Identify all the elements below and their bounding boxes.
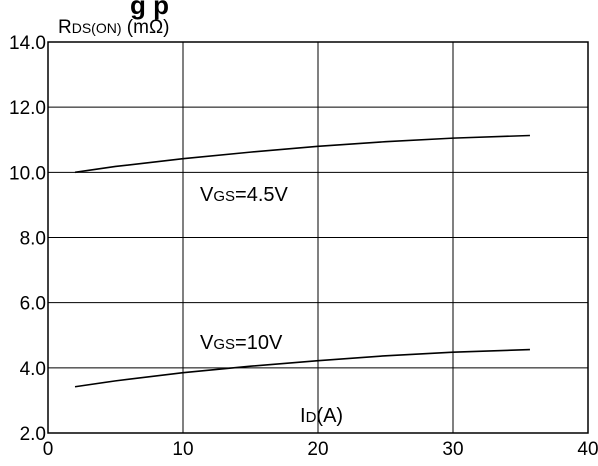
series-line-4-5v	[74, 134, 530, 174]
x-tick-labels: 0 10 20 30 40	[43, 439, 598, 460]
y-tick-label: 4.0	[20, 359, 46, 380]
series-line-10v	[74, 348, 530, 388]
grid	[48, 42, 588, 433]
x-axis-label: ID(A)	[300, 405, 343, 427]
plot-border	[47, 41, 589, 434]
x-tick-label: 40	[577, 439, 598, 460]
x-tick-label: 10	[172, 439, 193, 460]
y-tick-label: 14.0	[9, 33, 46, 54]
series-label-10v: VGS=10V	[200, 332, 283, 354]
y-axis-label-main: R	[58, 17, 72, 38]
y-axis-label-unit: (mΩ)	[122, 17, 170, 38]
y-tick-label: 8.0	[20, 229, 46, 250]
series-label-4-5v: VGS=4.5V	[200, 184, 289, 206]
y-tick-labels: 2.0 4.0 6.0 8.0 10.0 12.0 14.0	[9, 33, 46, 445]
y-tick-label: 10.0	[9, 163, 46, 184]
y-tick-label: 6.0	[20, 294, 46, 315]
x-tick-label: 0	[43, 439, 54, 460]
x-tick-label: 30	[442, 439, 463, 460]
plot-frame	[47, 41, 589, 434]
y-tick-label: 12.0	[9, 98, 46, 119]
series-lines	[74, 134, 530, 388]
y-tick-label: 2.0	[20, 424, 46, 445]
x-tick-label: 20	[307, 439, 328, 460]
y-axis-label-sub: DS(ON)	[72, 20, 122, 36]
chart-title-fragment: g p	[130, 0, 169, 20]
y-axis-label: RDS(ON) (mΩ)	[58, 17, 169, 38]
